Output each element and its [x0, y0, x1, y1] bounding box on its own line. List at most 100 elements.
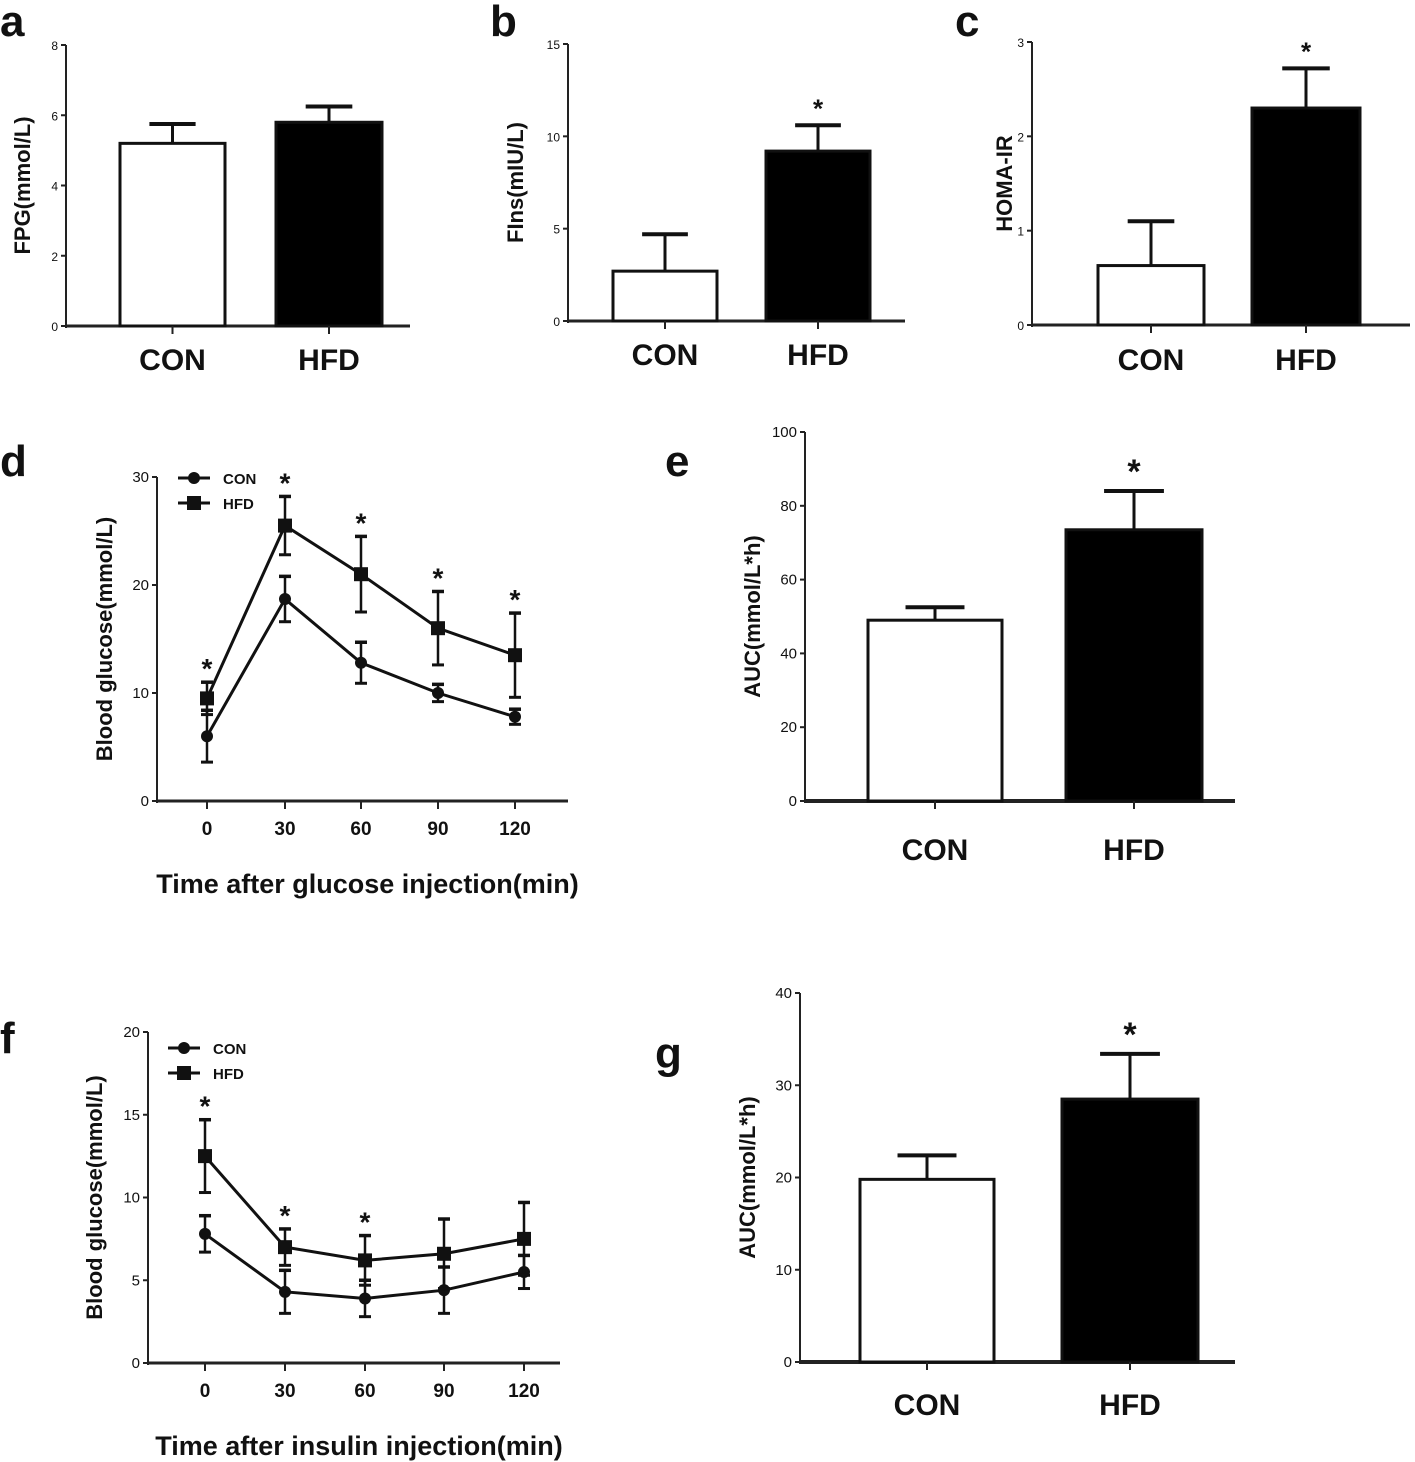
- data-point-hfd: [198, 1149, 212, 1164]
- x-tick-label: 30: [274, 1381, 295, 1402]
- bar-hfd: [1064, 528, 1204, 803]
- y-tick-label: 10: [775, 1262, 792, 1279]
- y-axis-label: AUC(mmol/L*h): [740, 535, 765, 698]
- legend-label: HFD: [223, 496, 254, 513]
- y-tick-label: 20: [123, 1024, 140, 1041]
- legend-label: CON: [223, 471, 256, 488]
- y-tick-label: 6: [51, 109, 58, 123]
- legend-label: HFD: [213, 1066, 244, 1083]
- y-axis-label: HOMA-IR: [992, 135, 1017, 232]
- x-tick-label: CON: [632, 339, 699, 372]
- data-point-hfd: [354, 567, 368, 582]
- y-axis-label: Blood glucose(mmol/L): [92, 517, 117, 761]
- significance-star: *: [1301, 36, 1312, 66]
- bar-hfd: [274, 120, 384, 328]
- bar-con: [611, 269, 719, 323]
- y-tick-label: 0: [141, 793, 149, 810]
- data-point-con: [432, 687, 444, 699]
- panel-c: c 0 1 2 3 HOMA-IR CON HFD *: [955, 0, 1410, 377]
- x-tick-label: 60: [350, 819, 371, 840]
- data-point-hfd: [278, 518, 292, 533]
- y-tick-label: 15: [123, 1107, 140, 1124]
- y-axis-label: AUC(mmol/L*h): [735, 1096, 760, 1259]
- significance-star: *: [1123, 1016, 1137, 1054]
- panel-label: a: [0, 0, 25, 46]
- y-tick-label: 60: [780, 572, 797, 589]
- x-tick-label: HFD: [787, 339, 849, 372]
- data-point-con: [509, 710, 521, 723]
- panel-b: b 0 5 10 15 FIns(mIU/L) CON HFD *: [490, 0, 905, 372]
- data-point-con: [359, 1292, 371, 1305]
- significance-star: *: [813, 93, 824, 123]
- data-point-hfd: [200, 691, 214, 706]
- y-tick-label: 5: [553, 223, 560, 237]
- x-axis-label: Time after glucose injection(min): [156, 869, 579, 899]
- y-tick-label: 80: [780, 498, 797, 515]
- y-tick-label: 0: [789, 793, 797, 810]
- y-tick-label: 20: [780, 719, 797, 736]
- panel-label: c: [955, 0, 979, 46]
- x-tick-label: 120: [499, 819, 531, 840]
- y-tick-label: 30: [775, 1077, 792, 1094]
- y-tick-label: 0: [132, 1355, 140, 1372]
- y-tick-label: 20: [775, 1170, 792, 1187]
- x-tick-label: HFD: [1275, 344, 1337, 377]
- panel-label: g: [655, 1029, 682, 1078]
- data-point-con: [355, 656, 367, 669]
- x-tick-label: CON: [902, 834, 969, 867]
- y-tick-label: 1: [1017, 225, 1024, 239]
- y-tick-label: 8: [51, 39, 58, 53]
- bar-con: [118, 141, 227, 328]
- significance-star: *: [1127, 453, 1141, 491]
- y-axis-label: FPG(mmol/L): [10, 116, 35, 254]
- y-tick-label: 4: [51, 180, 58, 194]
- y-tick-label: 100: [772, 424, 797, 441]
- panel-label: f: [0, 1014, 15, 1063]
- data-point-hfd: [431, 621, 445, 636]
- x-tick-label: 60: [354, 1381, 375, 1402]
- y-tick-label: 5: [132, 1272, 140, 1289]
- significance-star: *: [202, 653, 213, 684]
- x-tick-label: HFD: [1103, 834, 1165, 867]
- x-tick-label: 30: [274, 819, 295, 840]
- panel-d: d 0 10 20 30 Blood glucose(mmol/L) 0 30 60 90 120 T…: [0, 437, 579, 899]
- x-tick-label: 90: [427, 819, 448, 840]
- y-axis-label: Blood glucose(mmol/L): [82, 1075, 107, 1319]
- bar-con: [866, 618, 1004, 803]
- y-tick-label: 15: [547, 38, 561, 52]
- legend-marker-circle: [188, 472, 200, 484]
- y-tick-label: 0: [553, 315, 560, 329]
- significance-star: *: [200, 1091, 211, 1122]
- y-tick-label: 3: [1017, 36, 1024, 50]
- x-tick-label: CON: [894, 1389, 961, 1422]
- y-tick-label: 0: [1017, 319, 1024, 333]
- y-tick-label: 0: [784, 1354, 792, 1371]
- y-tick-label: 2: [1017, 130, 1024, 144]
- y-tick-label: 10: [547, 130, 561, 144]
- y-tick-label: 40: [775, 985, 792, 1002]
- data-point-con: [279, 593, 291, 606]
- significance-star: *: [356, 507, 367, 538]
- data-point-hfd: [358, 1253, 372, 1268]
- data-point-con: [279, 1285, 291, 1298]
- panel-f: f 0 5 10 15 20 Blood glucose(mmol/L) 0 30 60 90 120…: [0, 1014, 563, 1461]
- data-point-hfd: [437, 1246, 451, 1261]
- data-point-hfd: [517, 1231, 531, 1246]
- data-point-hfd: [508, 648, 522, 663]
- x-tick-label: HFD: [1099, 1389, 1161, 1422]
- bar-hfd: [1250, 106, 1362, 327]
- legend-marker-square: [187, 496, 201, 510]
- data-point-con: [201, 730, 213, 743]
- y-tick-label: 0: [51, 320, 58, 334]
- y-tick-label: 10: [123, 1190, 140, 1207]
- bar-con: [1096, 264, 1206, 327]
- y-axis-label: FIns(mIU/L): [503, 122, 528, 243]
- panel-label: e: [665, 437, 689, 486]
- panel-label: b: [490, 0, 517, 46]
- bar-hfd: [764, 149, 872, 323]
- y-tick-label: 30: [132, 469, 149, 486]
- significance-star: *: [280, 467, 291, 498]
- x-tick-label: CON: [139, 344, 206, 377]
- legend-marker-square: [177, 1066, 191, 1080]
- x-tick-label: 0: [200, 1381, 211, 1402]
